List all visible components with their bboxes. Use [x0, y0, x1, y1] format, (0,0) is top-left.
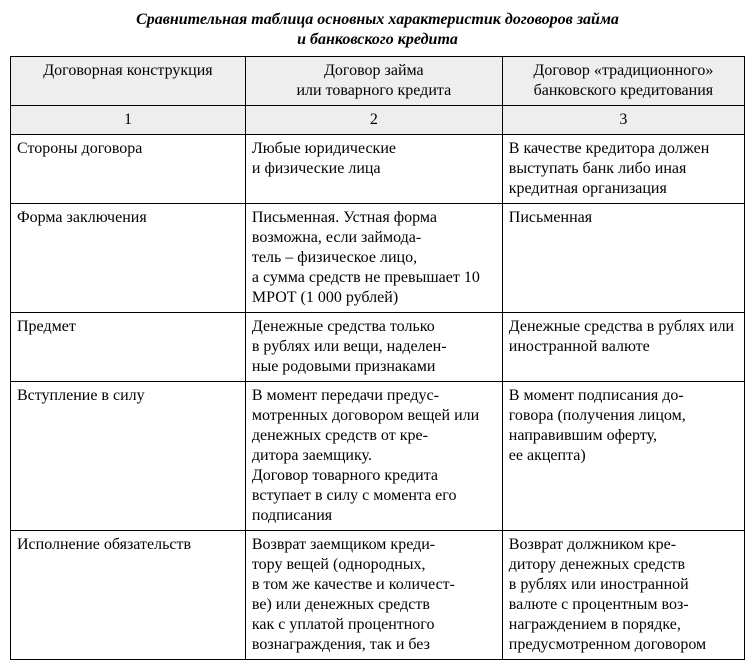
cell: Возврат заемщиком креди-тору вещей (одно… [245, 531, 502, 660]
col-header-1: Договорная конструкция [11, 57, 246, 106]
cell: Предмет [11, 313, 246, 382]
cell: Денежные средства в рублях или иностранн… [502, 313, 744, 382]
col-number-1: 1 [11, 106, 246, 135]
comparison-table: Договорная конструкция Договор займаили … [10, 56, 745, 660]
table-row: Предмет Денежные средства тольков рублях… [11, 313, 745, 382]
cell: Письменная. Устная форма возможна, если … [245, 204, 502, 313]
col-number-3: 3 [502, 106, 744, 135]
cell: Возврат должником кре-дитору денежных ср… [502, 531, 744, 660]
cell: Форма заключения [11, 204, 246, 313]
cell: В момент подписания до-говора (получения… [502, 382, 744, 531]
cell: Письменная [502, 204, 744, 313]
table-title: Сравнительная таблица основных характери… [10, 10, 745, 50]
cell: Любые юридическиеи физические лица [245, 135, 502, 204]
header-row: Договорная конструкция Договор займаили … [11, 57, 745, 106]
title-line-2: и банковского кредита [297, 31, 458, 48]
table-row: Вступление в силу В момент передачи пред… [11, 382, 745, 531]
col-header-3: Договор «традиционного»банковского креди… [502, 57, 744, 106]
table-row: Стороны договора Любые юридическиеи физи… [11, 135, 745, 204]
col-header-2: Договор займаили товарного кредита [245, 57, 502, 106]
cell: В момент передачи предус-мотренных догов… [245, 382, 502, 531]
cell: Исполнение обязательств [11, 531, 246, 660]
cell: Денежные средства тольков рублях или вещ… [245, 313, 502, 382]
cell: Стороны договора [11, 135, 246, 204]
cell: В качестве кредитора должен выступать ба… [502, 135, 744, 204]
col-number-2: 2 [245, 106, 502, 135]
number-row: 1 2 3 [11, 106, 745, 135]
table-row: Форма заключения Письменная. Устная форм… [11, 204, 745, 313]
title-line-1: Сравнительная таблица основных характери… [136, 11, 619, 28]
table-row: Исполнение обязательств Возврат заемщико… [11, 531, 745, 660]
cell: Вступление в силу [11, 382, 246, 531]
